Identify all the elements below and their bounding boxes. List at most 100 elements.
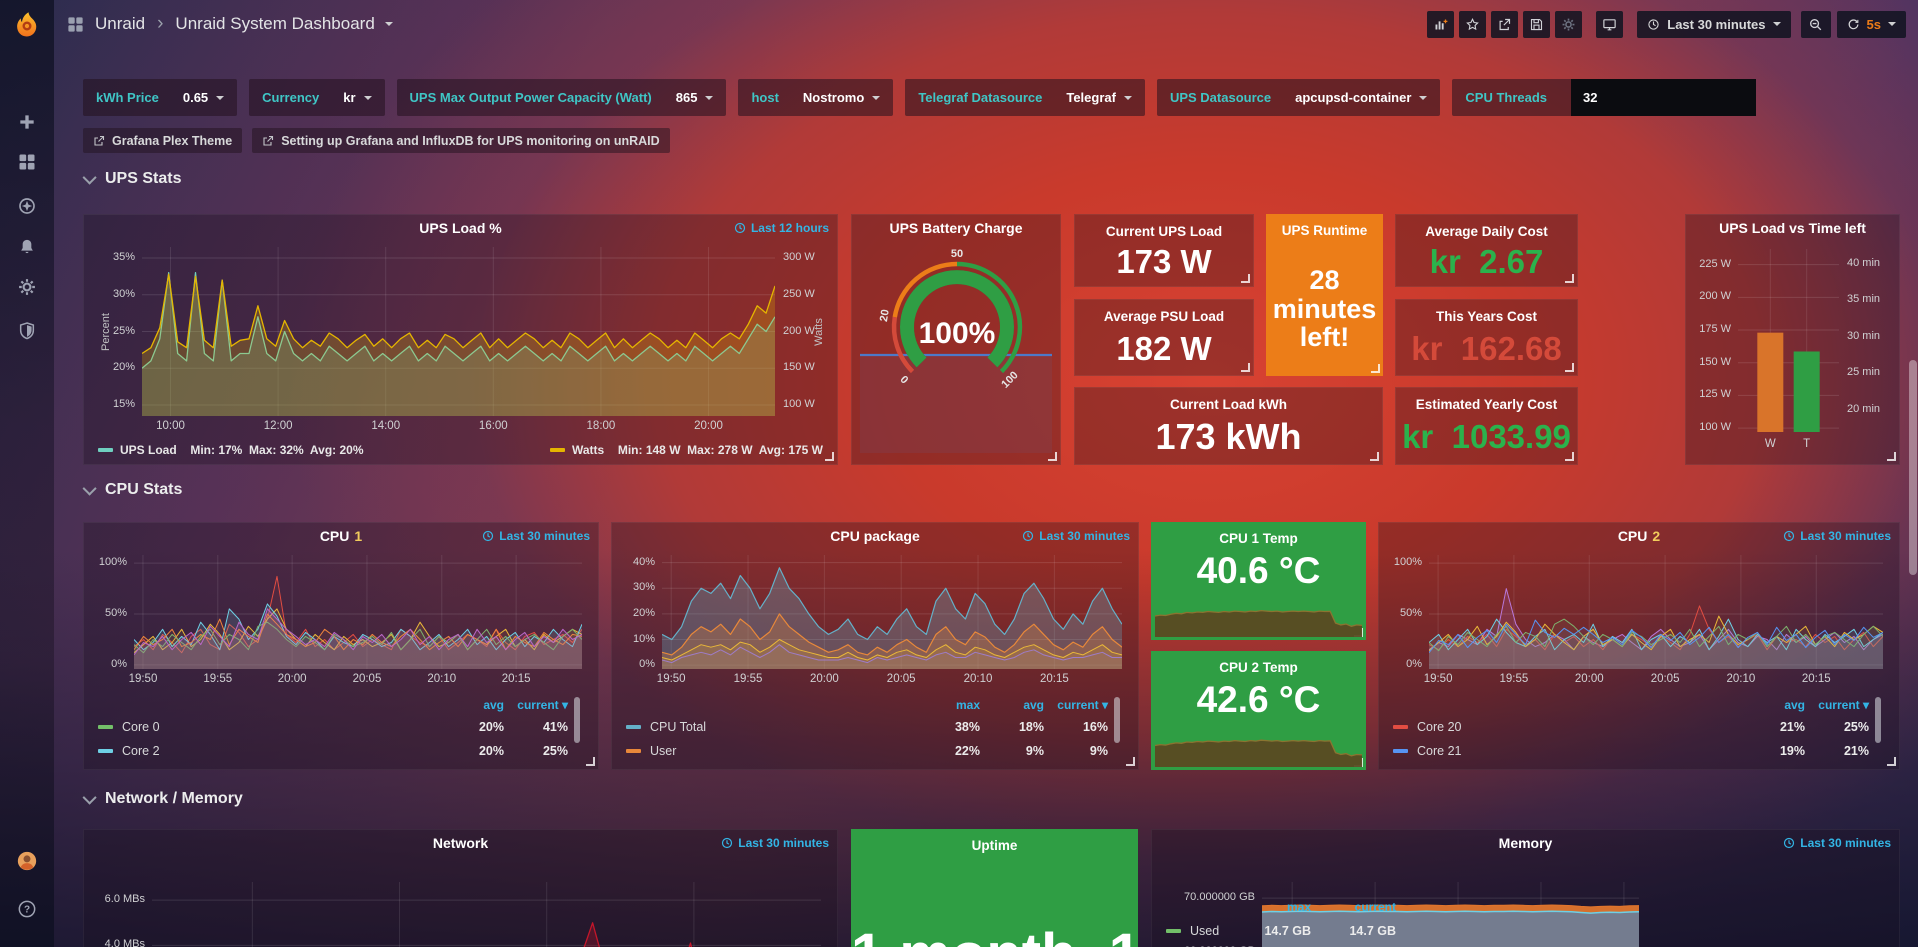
plot-area[interactable] xyxy=(661,555,1123,669)
variable-value-dropdown[interactable]: 865 xyxy=(676,90,714,105)
variable-value-dropdown[interactable]: apcupsd-container xyxy=(1295,90,1428,105)
panel-resize-handle[interactable] xyxy=(1241,363,1250,372)
star-button[interactable] xyxy=(1459,10,1487,38)
explore-compass-icon[interactable] xyxy=(0,190,54,222)
time-range-picker[interactable]: Last 30 minutes xyxy=(1637,10,1791,38)
series-name[interactable]: Core 0 xyxy=(122,720,160,734)
legend-sort-header[interactable]: current xyxy=(1354,900,1396,914)
panel-resize-handle[interactable] xyxy=(1241,274,1250,283)
panel-resize-handle[interactable] xyxy=(1371,364,1380,373)
panel-title[interactable]: UPS Load % xyxy=(419,220,502,236)
page-scrollbar-thumb[interactable] xyxy=(1909,360,1917,575)
plot-area[interactable] xyxy=(133,555,583,669)
time-range-indicator[interactable]: Last 12 hours xyxy=(734,221,829,235)
series-name[interactable]: CPU Total xyxy=(650,720,707,734)
panel-resize-handle[interactable] xyxy=(1370,452,1379,461)
series-name[interactable]: Used xyxy=(1190,924,1220,938)
plot-area[interactable] xyxy=(141,247,776,416)
legend-scrollbar[interactable] xyxy=(574,697,580,743)
chevron-down-icon[interactable] xyxy=(384,22,393,26)
time-range-indicator[interactable]: Last 30 minutes xyxy=(1783,836,1891,850)
panel-resize-handle[interactable] xyxy=(1887,757,1896,766)
link-ups-monitoring-guide[interactable]: Setting up Grafana and InfluxDB for UPS … xyxy=(252,128,670,153)
panel-title[interactable]: UPS Runtime xyxy=(1281,223,1368,238)
legend-sort-header[interactable]: current ▾ xyxy=(1818,698,1869,712)
variable-value-dropdown[interactable]: Telegraf xyxy=(1066,90,1132,105)
panel-title[interactable]: Average Daily Cost xyxy=(1425,224,1548,239)
plot-area[interactable] xyxy=(1261,882,1640,947)
zoom-out-button[interactable] xyxy=(1800,10,1831,38)
variable-value-dropdown[interactable]: Nostromo xyxy=(803,90,881,105)
series-name[interactable]: Core 20 xyxy=(1417,720,1462,734)
plot-area[interactable] xyxy=(1428,555,1884,669)
share-button[interactable] xyxy=(1491,10,1519,38)
axis-tick: 100 W xyxy=(783,397,815,410)
panel-title[interactable]: CPU 1 xyxy=(319,528,363,544)
panel-resize-handle[interactable] xyxy=(825,452,834,461)
panel-title[interactable]: Network xyxy=(432,835,489,851)
panel-title[interactable]: Current UPS Load xyxy=(1105,224,1223,239)
help-icon[interactable]: ? xyxy=(0,893,54,925)
legend-scrollbar[interactable] xyxy=(1114,697,1120,743)
time-range-indicator[interactable]: Last 30 minutes xyxy=(1022,529,1130,543)
settings-gear-button[interactable] xyxy=(1555,10,1583,38)
panel-resize-handle[interactable] xyxy=(1048,452,1057,461)
legend-scrollbar[interactable] xyxy=(1875,697,1881,743)
legend-sort-header[interactable]: current ▾ xyxy=(517,698,568,712)
alerting-bell-icon[interactable] xyxy=(0,231,54,263)
series-name[interactable]: User xyxy=(650,744,677,758)
dashboards-grid-icon[interactable] xyxy=(0,146,54,178)
legend-item[interactable]: Watts Min: 148 W Max: 278 W Avg: 175 W xyxy=(549,443,823,457)
legend-sort-header[interactable]: avg xyxy=(483,698,504,712)
link-grafana-plex-theme[interactable]: Grafana Plex Theme xyxy=(83,128,243,153)
panel-title[interactable]: Uptime xyxy=(971,838,1018,853)
breadcrumb-folder[interactable]: Unraid xyxy=(95,14,146,33)
legend-sort-header[interactable]: max xyxy=(1286,900,1311,914)
panel-title[interactable]: This Years Cost xyxy=(1435,309,1538,324)
panel-resize-handle[interactable] xyxy=(1126,757,1135,766)
legend-sort-header[interactable]: avg xyxy=(1784,698,1805,712)
series-name[interactable]: Core 2 xyxy=(122,744,160,758)
legend-item[interactable]: UPS Load Min: 17% Max: 32% Avg: 20% xyxy=(98,443,364,457)
server-admin-shield-icon[interactable] xyxy=(0,315,54,347)
variable-value-dropdown[interactable]: kr xyxy=(343,90,372,105)
plot-area[interactable] xyxy=(1738,249,1839,432)
panel-title[interactable]: Current Load kWh xyxy=(1170,397,1287,412)
panel-resize-handle[interactable] xyxy=(586,757,595,766)
panel-resize-handle[interactable] xyxy=(1565,274,1574,283)
save-button[interactable] xyxy=(1523,10,1551,38)
section-cpu-stats[interactable]: CPU Stats xyxy=(82,481,182,499)
panel-title[interactable]: UPS Load vs Time left xyxy=(1719,220,1866,236)
add-panel-button[interactable] xyxy=(1427,10,1455,38)
time-range-indicator[interactable]: Last 30 minutes xyxy=(721,836,829,850)
plot-area[interactable] xyxy=(152,882,821,947)
cpu-threads-input[interactable]: 32 xyxy=(1571,79,1757,116)
panel-title[interactable]: Average PSU Load xyxy=(1103,309,1225,324)
create-plus-icon[interactable] xyxy=(0,106,54,138)
panel-title[interactable]: UPS Battery Charge xyxy=(889,220,1023,236)
panel-resize-handle[interactable] xyxy=(1565,363,1574,372)
section-ups-stats[interactable]: UPS Stats xyxy=(82,170,181,188)
time-range-indicator[interactable]: Last 30 minutes xyxy=(482,529,590,543)
user-avatar[interactable] xyxy=(0,845,54,877)
series-name[interactable]: Core 21 xyxy=(1417,744,1462,758)
panel-title[interactable]: Estimated Yearly Cost xyxy=(1415,397,1558,412)
legend-sort-header[interactable]: current ▾ xyxy=(1057,698,1108,712)
legend-sort-header[interactable]: avg xyxy=(1023,698,1044,712)
grafana-logo-icon[interactable] xyxy=(0,0,54,50)
panel-title[interactable]: CPU package xyxy=(830,528,920,544)
panel-title[interactable]: CPU 2 Temp xyxy=(1219,660,1298,675)
page-title[interactable]: Unraid System Dashboard xyxy=(175,14,375,33)
section-network-memory[interactable]: Network / Memory xyxy=(82,790,243,808)
legend-sort-header[interactable]: max xyxy=(955,698,980,712)
configuration-gear-icon[interactable] xyxy=(0,271,54,303)
time-range-indicator[interactable]: Last 30 minutes xyxy=(1783,529,1891,543)
refresh-picker[interactable]: 5s xyxy=(1836,10,1906,38)
variable-value-dropdown[interactable]: 0.65 xyxy=(183,90,225,105)
cycle-view-monitor-button[interactable] xyxy=(1596,10,1624,38)
panel-resize-handle[interactable] xyxy=(1565,452,1574,461)
panel-title[interactable]: CPU 2 xyxy=(1617,528,1661,544)
panel-title[interactable]: Memory xyxy=(1498,835,1553,851)
panel-title[interactable]: CPU 1 Temp xyxy=(1219,531,1298,546)
panel-resize-handle[interactable] xyxy=(1887,452,1896,461)
